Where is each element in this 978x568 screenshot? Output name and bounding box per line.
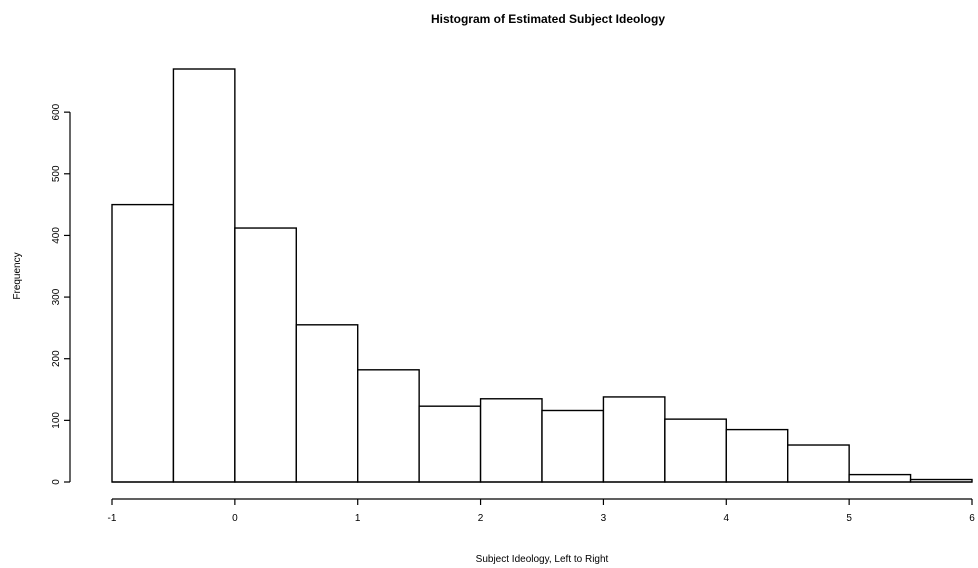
x-tick-label-5: 4 [724, 513, 730, 524]
histogram-bar-11 [787, 444, 850, 483]
histogram-bar-7 [541, 409, 605, 483]
y-tick-label-3: 300 [51, 288, 62, 305]
y-axis-label: Frequency [12, 252, 23, 299]
x-tick-label-1: 0 [232, 513, 238, 524]
histogram-bar-4 [357, 369, 420, 483]
histogram-bar-10 [725, 428, 789, 483]
histogram-bar-5 [418, 405, 482, 483]
histogram-bar-12 [848, 473, 912, 483]
chart-title: Histogram of Estimated Subject Ideology [431, 12, 665, 26]
bars-group [111, 68, 973, 483]
x-tick-label-0: -1 [108, 513, 117, 524]
x-axis-label: Subject Ideology, Left to Right [476, 554, 609, 565]
x-tick-label-3: 2 [478, 513, 484, 524]
histogram-bar-8 [602, 396, 666, 483]
y-axis: 0 100 200 300 400 500 600 [51, 103, 71, 485]
y-tick-label-0: 0 [51, 479, 62, 485]
y-tick-label-1: 100 [51, 412, 62, 429]
y-tick-label-4: 400 [51, 227, 62, 244]
y-tick-label-2: 200 [51, 350, 62, 367]
x-tick-label-7: 6 [969, 513, 975, 524]
x-axis: -1 0 1 2 3 4 5 6 [108, 498, 975, 524]
histogram-bar-0 [111, 203, 175, 483]
histogram-bar-6 [479, 398, 543, 483]
y-tick-label-5: 500 [51, 165, 62, 182]
histogram-bar-9 [664, 418, 727, 483]
histogram-bar-3 [295, 324, 359, 483]
x-tick-label-4: 3 [601, 513, 607, 524]
histogram-bar-1 [172, 68, 236, 483]
histogram-bar-2 [234, 227, 297, 483]
x-tick-label-6: 5 [846, 513, 852, 524]
y-tick-label-6: 600 [51, 103, 62, 120]
x-tick-label-2: 1 [355, 513, 361, 524]
